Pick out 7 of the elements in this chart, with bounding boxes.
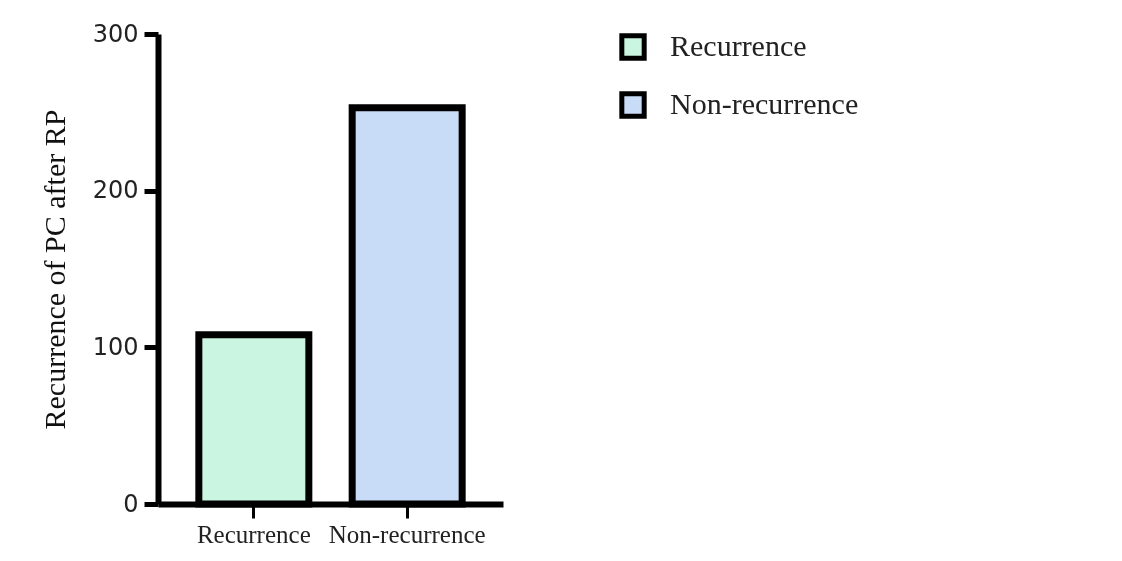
y-tick-label: 100 (92, 332, 139, 361)
y-tick-label: 0 (123, 489, 139, 518)
legend-label: Recurrence (670, 29, 807, 62)
y-axis-title: Recurrence of PC after RP (37, 109, 71, 430)
y-tick-label: 300 (92, 19, 139, 48)
y-tick-label: 200 (92, 176, 139, 205)
legend-label: Non-recurrence (670, 87, 859, 120)
